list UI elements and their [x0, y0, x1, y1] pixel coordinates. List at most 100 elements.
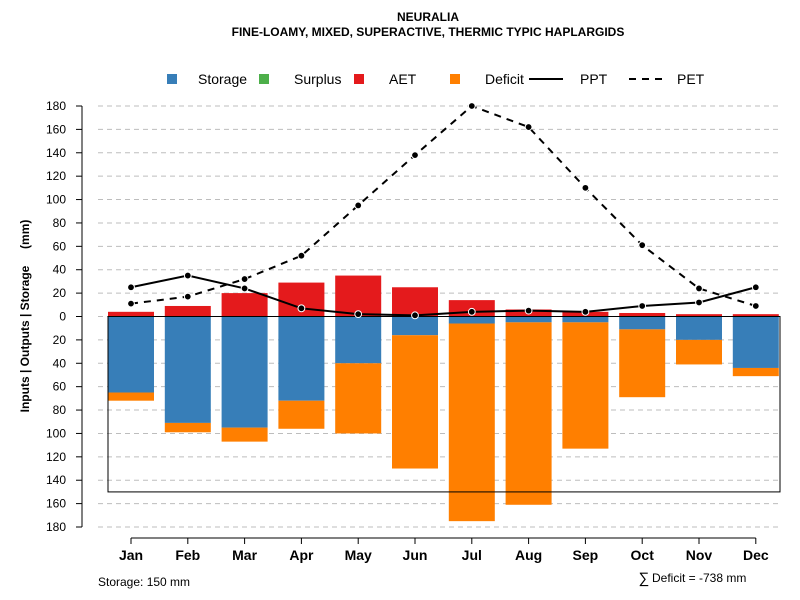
bar-aet-mar [221, 293, 268, 317]
point-ppt-jan [127, 283, 135, 292]
bar-deficit-aug [505, 322, 552, 505]
legend-label-ppt: PPT [580, 71, 608, 87]
bar-deficit-feb [164, 422, 211, 433]
y-tick-label: 120 [46, 450, 66, 464]
y-tick-label: 120 [46, 169, 66, 183]
x-tick-label-may: May [345, 547, 372, 563]
line-ppt [130, 274, 757, 317]
storage-capacity-outline [107, 316, 781, 493]
bar-storage-mar [221, 316, 268, 428]
legend-label-storage: Storage [198, 71, 247, 87]
point-pet-oct [638, 241, 647, 250]
point-ppt-aug [524, 306, 533, 315]
point-pet-mar [240, 275, 249, 283]
legend-label-deficit: Deficit [485, 71, 524, 87]
point-pet-feb [183, 292, 192, 301]
y-tick-label: 80 [53, 403, 67, 417]
point-ppt-jul [467, 307, 476, 316]
storage-capacity-box [107, 316, 781, 493]
x-tick-label-jan: Jan [119, 547, 143, 563]
y-tick-label: 160 [46, 497, 66, 511]
y-tick-label: 40 [53, 263, 67, 277]
bar-storage-dec [732, 316, 779, 368]
y-tick-label: 0 [59, 310, 66, 324]
point-pet-apr [297, 251, 306, 260]
x-tick-label-aug: Aug [515, 547, 542, 563]
point-pet-dec [751, 302, 760, 310]
y-tick-label: 140 [46, 146, 66, 160]
bar-storage-jun [392, 316, 438, 336]
y-tick-label: 100 [46, 193, 66, 207]
bar-aet-jan [108, 311, 154, 317]
legend-swatch-storage [167, 74, 177, 84]
y-axis: 180 160 140 120 100 80 60 40 20 0 20 40 60 80 100 120 14… [46, 99, 83, 534]
x-tick-label-jun: Jun [403, 547, 428, 563]
bar-storage-aug [505, 316, 552, 323]
bar-aet-dec [732, 314, 779, 317]
y-tick-label: 180 [46, 99, 66, 113]
point-pet-jun [411, 151, 419, 160]
y-tick-label: 40 [53, 356, 67, 370]
footer-deficit: Deficit = -738 mm [652, 571, 746, 585]
point-ppt-nov [695, 298, 703, 307]
x-tick-label-feb: Feb [175, 547, 200, 563]
x-axis: Jan Feb Mar Apr May Jun Jul Aug Sep Oct Nov Dec [119, 537, 769, 563]
point-ppt-jun [411, 311, 419, 320]
x-tick-label-nov: Nov [686, 547, 713, 563]
bar-deficit-nov [676, 339, 722, 365]
line-pet [130, 104, 757, 307]
point-ppt-feb [183, 271, 192, 280]
y-tick-label: 60 [53, 239, 67, 253]
bar-deficit-may [335, 363, 382, 434]
bar-aet-feb [164, 305, 211, 317]
point-pet-may [354, 201, 363, 210]
bar-aet-nov [676, 314, 722, 317]
legend-swatch-deficit [450, 74, 460, 84]
bar-deficit-jan [108, 392, 154, 401]
legend-label-pet: PET [677, 71, 705, 87]
bar-deficit-oct [619, 329, 666, 398]
y-tick-label: 20 [53, 333, 67, 347]
bar-deficit-apr [278, 400, 325, 429]
y-tick-label: 20 [53, 286, 67, 300]
bar-deficit-sep [562, 322, 609, 449]
point-ppt-oct [638, 302, 647, 310]
y-tick-label: 80 [53, 216, 67, 230]
x-tick-label-apr: Apr [289, 547, 314, 563]
legend: Storage Surplus AET Deficit PPT PET [167, 71, 705, 87]
bar-storage-nov [676, 316, 722, 340]
y-tick-label: 100 [46, 426, 66, 440]
bars-group [108, 275, 779, 522]
legend-label-surplus: Surplus [294, 71, 341, 87]
legend-label-aet: AET [389, 71, 417, 87]
y-tick-label: 180 [46, 520, 66, 534]
bar-aet-oct [619, 312, 666, 317]
x-tick-label-mar: Mar [232, 547, 257, 563]
chart-title: NEURALIA [397, 10, 459, 24]
bar-deficit-jun [392, 335, 438, 469]
legend-swatch-surplus [259, 74, 269, 84]
bar-storage-apr [278, 316, 325, 401]
point-ppt-apr [297, 304, 306, 313]
x-tick-label-jul: Jul [462, 547, 482, 563]
bar-storage-jan [108, 316, 154, 393]
point-pet-jan [127, 299, 135, 308]
point-pet-jul [467, 102, 476, 110]
y-tick-label: 160 [46, 122, 66, 136]
footer-storage: Storage: 150 mm [98, 575, 190, 589]
point-ppt-sep [581, 307, 590, 316]
x-tick-label-dec: Dec [743, 547, 769, 563]
legend-swatch-aet [354, 74, 364, 84]
x-tick-label-sep: Sep [573, 547, 599, 563]
chart-subtitle: FINE-LOAMY, MIXED, SUPERACTIVE, THERMIC … [232, 25, 625, 39]
y-axis-label: Inputs | Outputs | Storage (mm) [18, 220, 32, 413]
bar-storage-feb [164, 316, 211, 423]
bar-storage-oct [619, 316, 666, 330]
point-pet-aug [524, 123, 533, 131]
point-ppt-mar [240, 284, 249, 293]
bar-aet-may [335, 275, 382, 317]
bar-storage-jul [448, 316, 495, 324]
point-ppt-dec [751, 283, 760, 292]
y-tick-label: 140 [46, 473, 66, 487]
